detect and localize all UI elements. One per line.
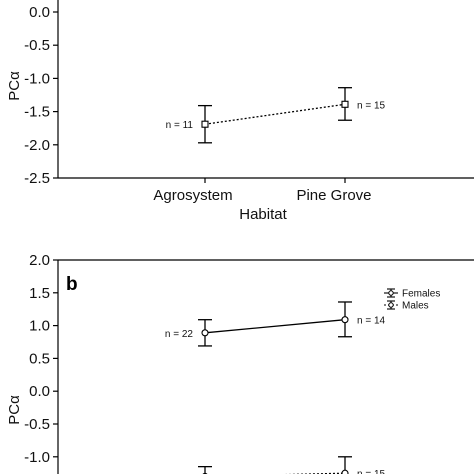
y-tick-label: -2.0	[24, 137, 50, 154]
y-tick-label: 1.0	[29, 318, 50, 335]
y-axis-title-a: PCα	[6, 71, 23, 101]
y-tick-label: 2.0	[29, 252, 50, 269]
chart-panel-a: PCα 0.0 -0.5 -1.0 -1.5 -2.0 -2.5 n = 11 n = 15…	[6, 0, 474, 223]
data-point	[201, 120, 209, 128]
y-tick-label: -1.0	[24, 70, 50, 87]
n-label: n = 15	[357, 469, 386, 474]
x-tick-label: Agrosystem	[153, 187, 232, 204]
plot-area-b: n = 22 n = 14 n = 15	[165, 301, 386, 474]
x-axis-a: Agrosystem Pine Grove	[153, 178, 372, 204]
legend-label: Females	[402, 289, 440, 300]
y-tick-label: 0.0	[29, 4, 50, 21]
y-tick-label: 0.5	[29, 350, 50, 367]
y-tick-label: -0.5	[24, 416, 50, 433]
y-tick-label: -1.0	[24, 449, 50, 466]
legend-entry-0: Females	[384, 288, 440, 300]
y-axis-b: 2.0 1.5 1.0 0.5 0.0 -0.5 -1.0	[24, 252, 474, 474]
y-axis-a: 0.0 -0.5 -1.0 -1.5 -2.0 -2.5	[24, 0, 474, 187]
y-tick-label: -0.5	[24, 37, 50, 54]
plot-area-a: n = 11 n = 15	[166, 87, 386, 144]
legend-entry-1: Males	[384, 300, 429, 312]
y-axis-title-b: PCα	[6, 395, 23, 425]
chart-panel-b: PCα 2.0 1.5 1.0 0.5 0.0 -0.5 -1.0 n = 22 n = 14…	[6, 252, 474, 474]
data-point	[341, 316, 349, 324]
series-0: n = 22 n = 14	[165, 301, 386, 347]
series-1: n = 15	[198, 456, 386, 474]
y-tick-label: 0.0	[29, 383, 50, 400]
x-axis-title-a: Habitat	[239, 206, 287, 223]
data-point	[201, 329, 209, 337]
legend-marker-swatch	[388, 302, 394, 308]
y-tick-label: -1.5	[24, 104, 50, 121]
n-label: n = 22	[165, 329, 194, 340]
n-label: n = 15	[357, 100, 386, 111]
n-label: n = 11	[166, 120, 194, 131]
data-point	[341, 469, 349, 474]
y-tick-label: 1.5	[29, 285, 50, 302]
series-line	[204, 319, 346, 334]
legend-marker-swatch	[388, 290, 394, 296]
data-point	[341, 100, 349, 108]
series-line	[204, 103, 346, 125]
n-label: n = 14	[357, 316, 386, 327]
y-tick-label: -2.5	[24, 170, 50, 187]
x-tick-label: Pine Grove	[296, 187, 371, 204]
panel-letter-b: b	[66, 274, 78, 295]
series-0: n = 11 n = 15	[166, 87, 386, 144]
legend-label: Males	[402, 301, 429, 312]
